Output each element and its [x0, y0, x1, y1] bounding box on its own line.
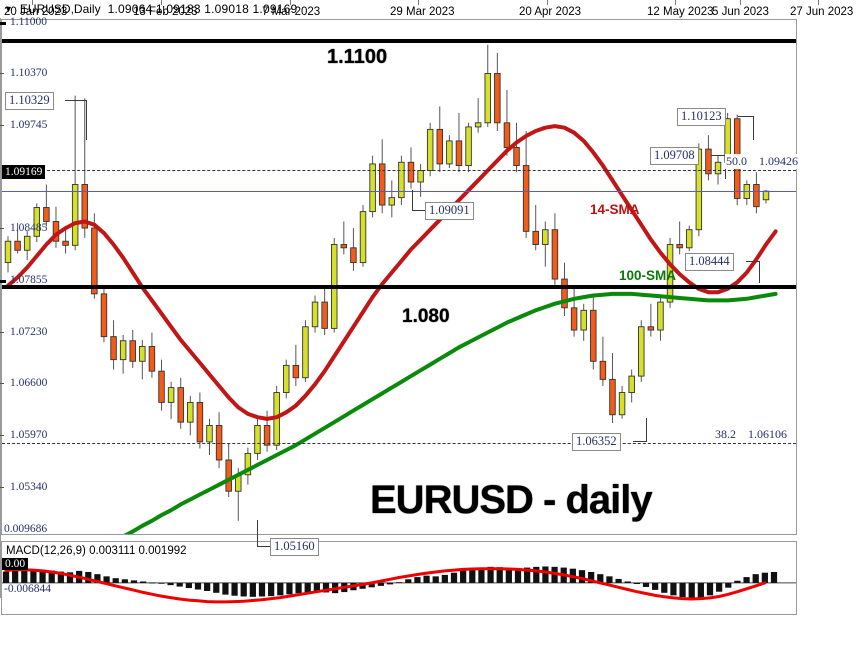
- x-axis-tick: [675, 0, 676, 5]
- x-axis-tick: [418, 0, 419, 5]
- x-axis-tick: [161, 0, 162, 5]
- x-axis-label: 29 Mar 2023: [390, 6, 455, 18]
- x-axis-tick: [32, 0, 33, 5]
- leader-1-10329-v: [86, 100, 87, 140]
- y-axis-label: 1.09745: [10, 118, 48, 131]
- leader-1-08444-v: [759, 261, 760, 283]
- sma-100-label: 100-SMA: [619, 268, 677, 283]
- annotation-1-09091: 1.09091: [425, 202, 474, 220]
- fib-38-2-price: 1.06106: [748, 427, 787, 442]
- y-axis-label: 1.07230: [10, 325, 48, 338]
- macd-indicator-label: MACD(12,26,9) 0.003111 0.001992: [6, 545, 187, 557]
- x-axis-label: 7 Mar 2023: [262, 6, 321, 18]
- fib-50-level: 50.0: [726, 154, 747, 168]
- y-axis-label: 1.08485: [10, 222, 48, 235]
- leader-1-08444-h: [746, 261, 760, 262]
- fib-50-line: [2, 170, 796, 171]
- leader-1-05160-v: [257, 520, 258, 547]
- y-axis-tick: [0, 280, 6, 284]
- leader-1-06352-h: [633, 441, 647, 442]
- y-axis-label: 1.07855: [10, 274, 48, 287]
- leader-1-05160-h: [257, 546, 271, 547]
- resistance-line-1-1100: [2, 38, 796, 43]
- y-axis-tick: [0, 383, 4, 385]
- x-axis-tick: [290, 0, 291, 5]
- fib-50-tag: 50.0 1.09426: [725, 154, 799, 169]
- ohlc-values: 1.09064 1.09183 1.09018 1.09169: [107, 2, 298, 16]
- current-price-line: [2, 191, 796, 193]
- annotation-1-08444: 1.08444: [685, 253, 734, 271]
- current-price-badge: 1.09169: [2, 165, 46, 180]
- sma-100-line: [123, 291, 778, 534]
- y-axis-tick: [0, 21, 6, 25]
- x-axis-label: 20 Jan 2023: [4, 6, 68, 18]
- annotation-1-06352: 1.06352: [572, 433, 621, 451]
- macd-panel[interactable]: MACD(12,26,9) 0.003111 0.001992: [1, 541, 797, 615]
- annotation-1-05160: 1.05160: [270, 538, 319, 556]
- chart-watermark-title: EURUSD - daily: [370, 478, 653, 522]
- chart-header: ▼ EURUSD,Daily 1.09064 1.09183 1.09018 1…: [0, 0, 860, 18]
- y-axis-tick: [0, 435, 4, 437]
- leader-1-10329-h: [65, 100, 87, 101]
- leader-1-09091-h: [412, 210, 426, 211]
- x-axis-label: 13 Feb 2023: [133, 6, 198, 18]
- macd-axis-label: 0.009686: [4, 522, 48, 535]
- leader-1-09091-v: [412, 190, 413, 211]
- fib-38-2-line: [2, 443, 796, 445]
- annotation-1-09708: 1.09708: [650, 147, 699, 165]
- x-axis-label: 27 Jun 2023: [790, 6, 854, 18]
- x-axis-tick: [547, 0, 548, 5]
- macd-plot: [2, 566, 796, 604]
- support-line-1-080: [2, 285, 796, 290]
- macd-signal-line: [4, 567, 767, 604]
- resistance-label-1-1100: 1.1100: [327, 46, 388, 68]
- price-panel[interactable]: 1.1100 1.080 EURUSD - daily 14-SMA 100-S…: [1, 19, 799, 556]
- annotation-1-10123: 1.10123: [677, 108, 726, 126]
- fib-38-2-level: 38.2: [715, 427, 736, 442]
- y-axis-label: 1.06600: [10, 377, 48, 390]
- y-axis-label: 1.11000: [10, 15, 47, 28]
- sma-14-label: 14-SMA: [590, 202, 640, 217]
- macd-axis-label: -0.006844: [4, 582, 51, 595]
- y-axis-label: 1.10370: [10, 67, 48, 80]
- support-label-1-080: 1.080: [402, 306, 450, 327]
- x-axis-tick: [818, 0, 819, 5]
- symbol-label: EURUSD,Daily: [19, 2, 101, 16]
- x-axis-label: 5 Jun 2023: [712, 6, 769, 18]
- x-axis-label: 12 May 2023: [647, 6, 714, 18]
- x-axis-tick: [740, 0, 741, 5]
- y-axis-tick: [0, 228, 4, 230]
- leader-1-10123-h: [738, 116, 754, 117]
- annotation-1-10329: 1.10329: [5, 92, 54, 110]
- y-axis-tick: [0, 487, 4, 489]
- y-axis-tick: [0, 331, 4, 333]
- leader-1-06352-v: [646, 418, 647, 442]
- price-plot: [4, 44, 778, 534]
- y-axis-label: 1.05340: [10, 481, 48, 494]
- y-axis-tick: [0, 124, 4, 126]
- leader-1-09708-h: [711, 155, 726, 156]
- macd-axis-label: 0.00: [2, 557, 29, 570]
- leader-1-10123-v: [753, 116, 754, 140]
- triangle-down-icon[interactable]: ▼: [4, 3, 13, 14]
- fib-50-price: 1.09426: [759, 154, 798, 168]
- y-axis-label: 1.05970: [10, 429, 48, 442]
- fib-38-2-tag: 38.2 1.06106: [714, 427, 788, 443]
- sma-14-line: [6, 124, 778, 421]
- y-axis-tick: [0, 73, 4, 75]
- x-axis-label: 20 Apr 2023: [519, 6, 582, 18]
